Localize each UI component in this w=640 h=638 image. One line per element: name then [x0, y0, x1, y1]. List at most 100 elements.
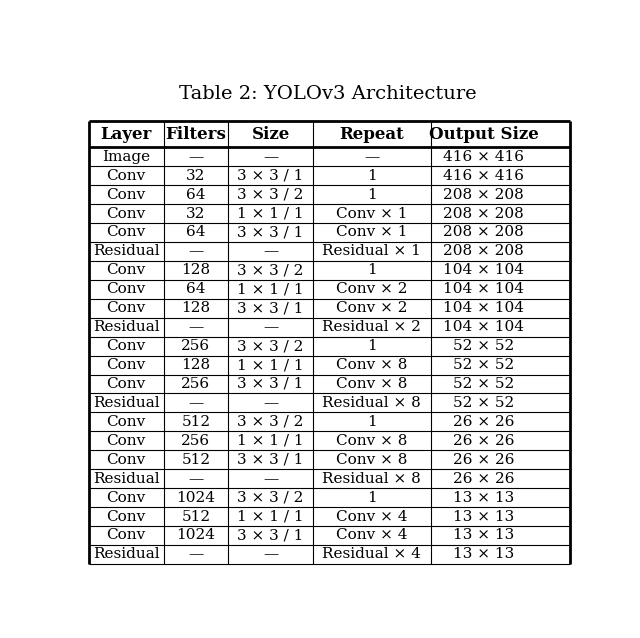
Text: Conv × 1: Conv × 1 [336, 207, 407, 221]
Text: —: — [263, 547, 278, 561]
Text: Conv: Conv [107, 491, 146, 505]
Text: Conv: Conv [107, 263, 146, 278]
Text: 512: 512 [181, 415, 211, 429]
Text: Residual × 2: Residual × 2 [322, 320, 421, 334]
Text: 3 × 3 / 1: 3 × 3 / 1 [237, 377, 304, 391]
Text: 32: 32 [186, 168, 205, 182]
Text: 128: 128 [181, 263, 211, 278]
Text: 1: 1 [367, 168, 376, 182]
Text: —: — [364, 150, 380, 164]
Text: 1: 1 [367, 339, 376, 353]
Text: Conv: Conv [107, 528, 146, 542]
Text: —: — [188, 320, 204, 334]
Text: 1: 1 [367, 263, 376, 278]
Text: Residual: Residual [93, 320, 159, 334]
Text: Conv: Conv [107, 339, 146, 353]
Text: —: — [263, 320, 278, 334]
Text: Conv: Conv [107, 282, 146, 296]
Text: 3 × 3 / 2: 3 × 3 / 2 [237, 491, 304, 505]
Text: 256: 256 [181, 434, 211, 448]
Text: 416 × 416: 416 × 416 [443, 168, 524, 182]
Text: 13 × 13: 13 × 13 [453, 510, 514, 524]
Text: 104 × 104: 104 × 104 [443, 263, 524, 278]
Text: 208 × 208: 208 × 208 [443, 207, 524, 221]
Text: 128: 128 [181, 301, 211, 315]
Text: 52 × 52: 52 × 52 [453, 396, 514, 410]
Text: 104 × 104: 104 × 104 [443, 282, 524, 296]
Text: Conv × 4: Conv × 4 [336, 510, 407, 524]
Text: Conv × 1: Conv × 1 [336, 225, 407, 239]
Text: 3 × 3 / 2: 3 × 3 / 2 [237, 188, 304, 202]
Text: 26 × 26: 26 × 26 [452, 434, 514, 448]
Text: Repeat: Repeat [339, 126, 404, 142]
Text: Conv: Conv [107, 358, 146, 372]
Text: 64: 64 [186, 225, 205, 239]
Text: Conv: Conv [107, 301, 146, 315]
Text: Conv: Conv [107, 188, 146, 202]
Text: Residual: Residual [93, 244, 159, 258]
Text: 3 × 3 / 2: 3 × 3 / 2 [237, 415, 304, 429]
Text: 1 × 1 / 1: 1 × 1 / 1 [237, 207, 304, 221]
Text: —: — [263, 150, 278, 164]
Text: 26 × 26: 26 × 26 [452, 453, 514, 467]
Text: —: — [263, 244, 278, 258]
Text: —: — [188, 396, 204, 410]
Text: 3 × 3 / 1: 3 × 3 / 1 [237, 453, 304, 467]
Text: 1 × 1 / 1: 1 × 1 / 1 [237, 358, 304, 372]
Text: Residual × 8: Residual × 8 [322, 396, 421, 410]
Text: 1: 1 [367, 491, 376, 505]
Text: 3 × 3 / 1: 3 × 3 / 1 [237, 528, 304, 542]
Text: Conv: Conv [107, 510, 146, 524]
Text: 26 × 26: 26 × 26 [452, 471, 514, 486]
Text: 52 × 52: 52 × 52 [453, 358, 514, 372]
Text: 13 × 13: 13 × 13 [453, 528, 514, 542]
Text: Table 2: YOLOv3 Architecture: Table 2: YOLOv3 Architecture [179, 85, 477, 103]
Text: 32: 32 [186, 207, 205, 221]
Text: 1: 1 [367, 415, 376, 429]
Text: 26 × 26: 26 × 26 [452, 415, 514, 429]
Text: Conv × 8: Conv × 8 [336, 434, 407, 448]
Text: 3 × 3 / 1: 3 × 3 / 1 [237, 225, 304, 239]
Text: 416 × 416: 416 × 416 [443, 150, 524, 164]
Text: Layer: Layer [100, 126, 152, 142]
Text: 3 × 3 / 1: 3 × 3 / 1 [237, 168, 304, 182]
Text: Conv × 2: Conv × 2 [336, 301, 407, 315]
Text: 3 × 3 / 1: 3 × 3 / 1 [237, 301, 304, 315]
Text: Conv × 8: Conv × 8 [336, 358, 407, 372]
Text: 52 × 52: 52 × 52 [453, 377, 514, 391]
Text: —: — [263, 396, 278, 410]
Text: 128: 128 [181, 358, 211, 372]
Text: 64: 64 [186, 282, 205, 296]
Text: Conv × 8: Conv × 8 [336, 377, 407, 391]
Text: 256: 256 [181, 339, 211, 353]
Text: 64: 64 [186, 188, 205, 202]
Text: 1 × 1 / 1: 1 × 1 / 1 [237, 510, 304, 524]
Text: Conv: Conv [107, 415, 146, 429]
Text: Image: Image [102, 150, 150, 164]
Text: Conv: Conv [107, 453, 146, 467]
Text: Residual × 1: Residual × 1 [322, 244, 421, 258]
Text: —: — [188, 547, 204, 561]
Text: 1: 1 [367, 188, 376, 202]
Text: 256: 256 [181, 377, 211, 391]
Text: Conv: Conv [107, 377, 146, 391]
Text: —: — [188, 471, 204, 486]
Text: 13 × 13: 13 × 13 [453, 547, 514, 561]
Text: 1 × 1 / 1: 1 × 1 / 1 [237, 282, 304, 296]
Text: Conv × 4: Conv × 4 [336, 528, 407, 542]
Text: 208 × 208: 208 × 208 [443, 244, 524, 258]
Text: 512: 512 [181, 510, 211, 524]
Text: 52 × 52: 52 × 52 [453, 339, 514, 353]
Text: Residual: Residual [93, 396, 159, 410]
Text: —: — [263, 471, 278, 486]
Text: 208 × 208: 208 × 208 [443, 225, 524, 239]
Text: Filters: Filters [166, 126, 227, 142]
Text: Residual: Residual [93, 547, 159, 561]
Text: 3 × 3 / 2: 3 × 3 / 2 [237, 339, 304, 353]
Text: Conv: Conv [107, 168, 146, 182]
Text: Output Size: Output Size [429, 126, 538, 142]
Text: 104 × 104: 104 × 104 [443, 301, 524, 315]
Text: —: — [188, 244, 204, 258]
Text: Residual × 4: Residual × 4 [322, 547, 421, 561]
Text: Conv: Conv [107, 207, 146, 221]
